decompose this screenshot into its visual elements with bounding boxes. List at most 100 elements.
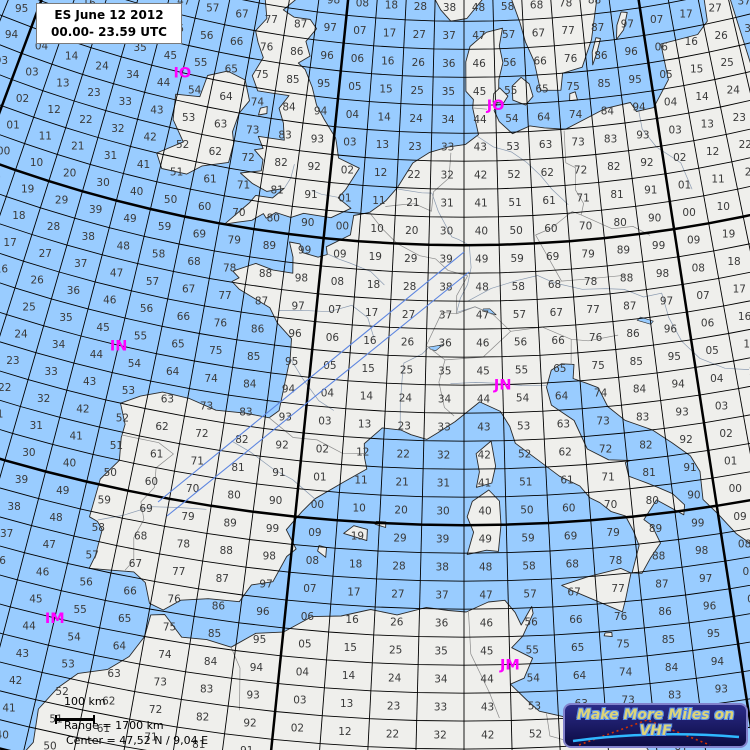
grid-cell-label: 53 <box>517 421 530 433</box>
grid-cell-label: 75 <box>255 69 268 81</box>
grid-cell-label: 76 <box>589 332 603 344</box>
grid-cell-label: 05 <box>348 81 361 93</box>
grid-cell-label: 63 <box>161 393 174 405</box>
grid-parallel <box>0 632 750 694</box>
grid-cell-label: 84 <box>282 102 296 114</box>
grid-cell-label: 94 <box>672 379 686 391</box>
grid-cell-label: 74 <box>594 388 608 400</box>
grid-cell-label: 17 <box>3 237 16 249</box>
field-label: IO <box>174 66 192 82</box>
grid-cell-label: 75 <box>163 621 176 633</box>
grid-cell-label: 67 <box>550 307 563 319</box>
grid-cell-label: 00 <box>682 207 695 219</box>
grid-cell-label: 54 <box>527 672 541 684</box>
grid-cell-label: 86 <box>212 601 226 613</box>
grid-cell-label: 57 <box>502 29 515 41</box>
grid-cell-label: 39 <box>15 474 28 486</box>
grid-cell-label: 35 <box>134 42 147 54</box>
grid-cell-label: 26 <box>401 337 415 349</box>
grid-cell-label: 37 <box>442 30 455 42</box>
grid-cell-label: 52 <box>507 169 520 181</box>
grid-cell-label: 70 <box>186 483 199 495</box>
grid-cell-label: 40 <box>63 458 76 470</box>
grid-cell-label: 36 <box>442 58 456 70</box>
grid-cell-label: 85 <box>208 628 221 640</box>
grid-cell-label: 63 <box>107 668 120 680</box>
grid-cell-label: 11 <box>372 195 385 207</box>
grid-cell-label: 47 <box>472 30 485 42</box>
grid-cell-label: 79 <box>181 511 194 523</box>
grid-cell-label: 37 <box>435 590 448 602</box>
grid-cell-label: 66 <box>230 36 244 48</box>
country-border-line <box>468 611 500 719</box>
grid-cell-label: 15 <box>362 363 375 375</box>
grid-cell-label: 22 <box>407 169 420 181</box>
field-label: IN <box>110 338 128 354</box>
grid-cell-label: 11 <box>711 173 724 185</box>
grid-cell-label: 94 <box>250 662 264 674</box>
grid-cell-label: 26 <box>390 617 404 629</box>
grid-cell-label: 65 <box>118 613 131 625</box>
grid-cell-label: 89 <box>263 240 276 252</box>
grid-cell-label: 10 <box>717 201 730 213</box>
grid-cell-label: 81 <box>231 462 244 474</box>
grid-cell-label: 83 <box>604 133 617 145</box>
grid-cell-label: 00 <box>729 483 742 495</box>
grid-cell-label: 12 <box>706 146 719 158</box>
grid-cell-label: 13 <box>358 419 371 431</box>
grid-cell-label: 78 <box>177 538 190 550</box>
grid-cell-label: 11 <box>354 475 367 487</box>
grid-cell-label: 44 <box>157 77 171 89</box>
grid-cell-label: 83 <box>668 690 681 702</box>
grid-cell-label: 77 <box>172 566 185 578</box>
grid-cell-label: 99 <box>652 240 665 252</box>
grid-cell-label: 95 <box>668 351 681 363</box>
grid-cell-label: 18 <box>367 279 380 291</box>
grid-cell-label: 43 <box>83 376 96 388</box>
grid-cell-label: 64 <box>113 641 127 653</box>
grid-cell-label: 79 <box>606 527 619 539</box>
grid-cell-label: 46 <box>476 338 490 350</box>
grid-cell-label: 84 <box>665 662 679 674</box>
grid-cell-label: 17 <box>347 586 360 598</box>
grid-cell-label: 57 <box>513 309 526 321</box>
grid-cell-label: 64 <box>555 391 569 403</box>
grid-cell-label: 86 <box>626 328 640 340</box>
grid-cell-label: 07 <box>743 566 750 578</box>
grid-cell-label: 33 <box>437 422 450 434</box>
grid-parallel <box>0 252 750 330</box>
grid-cell-label: 55 <box>194 57 207 69</box>
grid-cell-label: 59 <box>98 495 111 507</box>
grid-cell-label: 22 <box>79 114 92 126</box>
grid-cell-label: 56 <box>525 617 539 629</box>
grid-cell-label: 39 <box>89 204 102 216</box>
grid-cell-label: 93 <box>279 412 292 424</box>
grid-cell-label: 66 <box>177 311 191 323</box>
grid-cell-label: 98 <box>295 273 308 285</box>
grid-cell-label: 25 <box>22 302 35 314</box>
grid-cell-label: 94 <box>282 384 296 396</box>
grid-cell-label: 72 <box>574 165 587 177</box>
logo-art <box>572 719 740 746</box>
grid-cell-label: 91 <box>272 467 285 479</box>
grid-cell-label: 84 <box>243 379 257 391</box>
grid-cell-label: 81 <box>642 467 655 479</box>
grid-cell-label: 44 <box>477 394 491 406</box>
grid-cell-label: 04 <box>710 373 724 385</box>
grid-cell-label: 19 <box>351 530 364 542</box>
grid-cell-label: 16 <box>381 55 395 67</box>
grid-cell-label: 25 <box>411 85 424 97</box>
grid-cell-label: 14 <box>695 91 709 103</box>
grid-cell-label: 24 <box>388 672 402 684</box>
grid-cell-label: 01 <box>313 471 326 483</box>
grid-cell-label: 71 <box>144 732 157 744</box>
grid-cell-label: 65 <box>535 83 548 95</box>
grid-cell-label: 92 <box>640 157 653 169</box>
logo-horizon-arc-icon <box>572 733 740 743</box>
country-border-line <box>385 152 452 212</box>
grid-cell-label: 76 <box>614 611 628 623</box>
grid-cell-label: 61 <box>150 448 163 460</box>
grid-cell-label: 02 <box>673 152 686 164</box>
grid-cell-label: 74 <box>251 97 265 109</box>
